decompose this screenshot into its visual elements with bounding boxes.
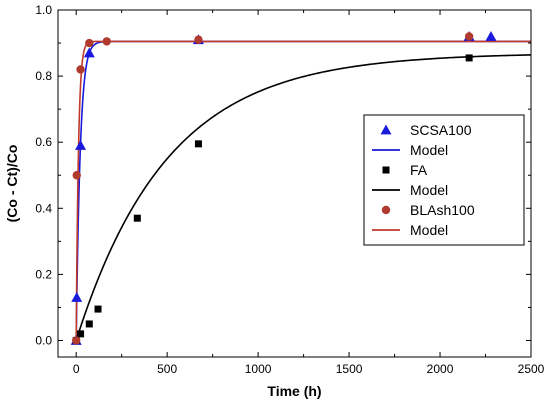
legend-symbol: [381, 205, 391, 215]
y-tick-label: 0.6: [35, 135, 52, 149]
legend-label: BLAsh100: [410, 202, 475, 218]
data-point-blash100: [76, 65, 85, 74]
data-point-blash100: [85, 38, 94, 48]
data-point-blash100: [194, 35, 203, 44]
x-tick-label: 0: [73, 362, 80, 376]
data-point-blash100: [72, 171, 81, 180]
data-point-fa: [194, 140, 202, 148]
data-point-fa: [85, 320, 93, 328]
y-axis-ticks: 0.0 0.2 0.4 0.6 0.8 1.0: [35, 3, 531, 347]
y-tick-label: 0.8: [35, 69, 52, 83]
x-tick-label: 2500: [518, 362, 545, 376]
y-tick-label: 0.2: [35, 267, 52, 281]
x-axis-ticks: 0 500 1000 1500 2000 2500: [73, 10, 545, 376]
data-point-scsa100: [485, 30, 497, 41]
legend-symbol: [382, 166, 390, 174]
data-point-scsa100: [71, 292, 83, 302]
plot-frame: [57, 9, 532, 358]
data-point-fa: [94, 305, 102, 313]
y-tick-label: 1.0: [35, 3, 52, 17]
x-tick-label: 1000: [245, 362, 272, 376]
data-point-scsa100: [83, 47, 95, 58]
y-axis-title: (Co - Ct)/Co: [4, 145, 20, 223]
data-point-blash100: [102, 37, 111, 46]
legend-label: Model: [410, 222, 448, 238]
data-point-fa: [465, 54, 473, 62]
data-point-blash100: [464, 32, 474, 41]
legend: SCSA100 Model FA Model BLAsh100 Model: [363, 114, 525, 246]
x-axis-title: Time (h): [267, 383, 321, 399]
x-tick-label: 2000: [427, 362, 454, 376]
model-curve: [75, 54, 532, 341]
y-tick-label: 0.0: [35, 333, 52, 347]
legend-box: [363, 114, 525, 246]
y-tick-label: 0.4: [35, 201, 52, 215]
x-tick-label: 1500: [336, 362, 363, 376]
legend-symbol: [380, 124, 392, 135]
legend-label: Model: [410, 182, 448, 198]
x-tick-label: 500: [157, 362, 177, 376]
data-markers: [70, 30, 497, 345]
legend-label: SCSA100: [410, 122, 472, 138]
data-point-scsa100: [75, 139, 87, 150]
legend-label: FA: [410, 162, 428, 178]
data-point-fa: [77, 330, 85, 338]
data-point-blash100: [71, 336, 81, 345]
legend-label: Model: [410, 142, 448, 158]
data-point-fa: [133, 214, 141, 222]
